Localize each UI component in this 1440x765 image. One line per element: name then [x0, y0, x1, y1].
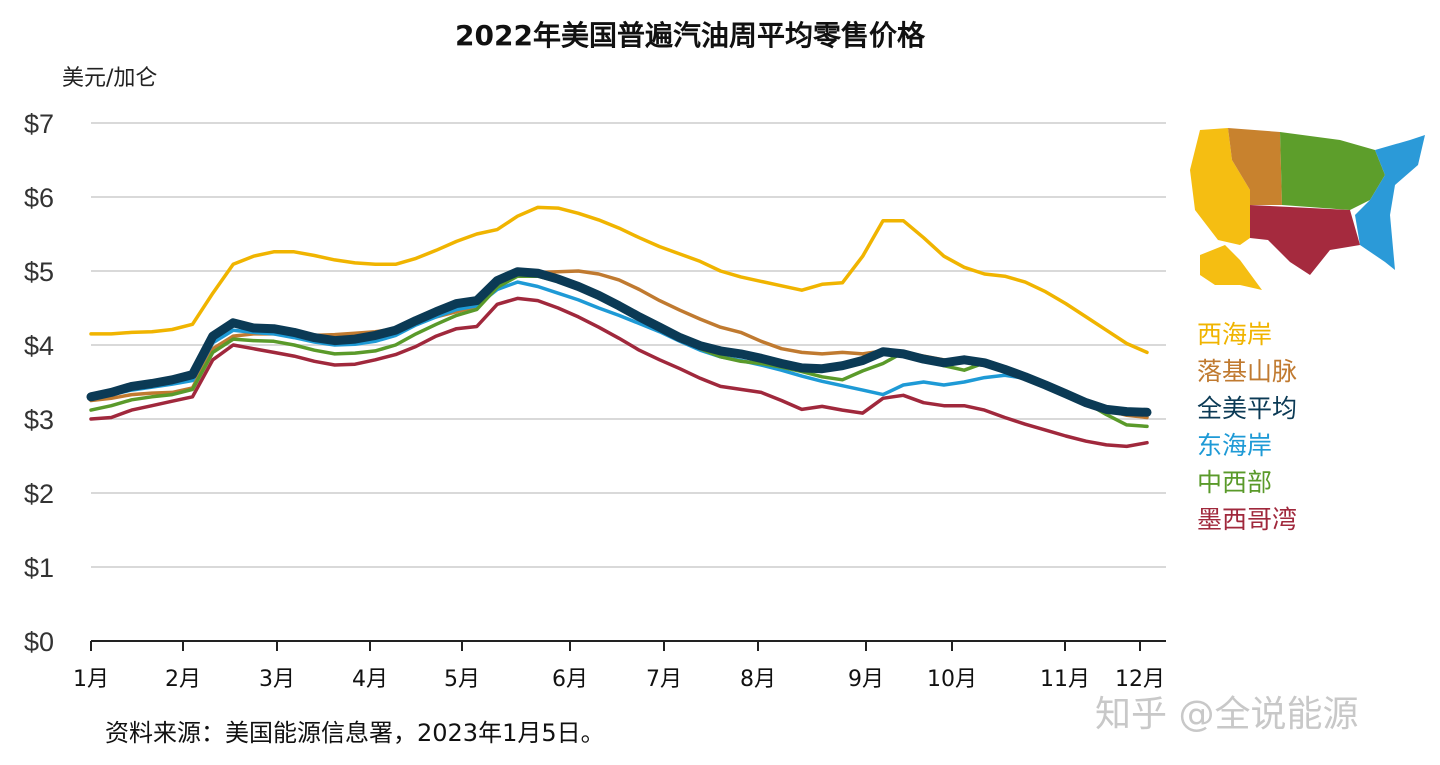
y-tick-label: $1	[24, 553, 54, 583]
y-tick-label: $2	[24, 479, 54, 509]
x-tick-label: 11月	[1040, 667, 1090, 692]
series-line	[89, 280, 1149, 415]
map-region-rocky-mountain	[1228, 128, 1282, 205]
y-tick-label: $4	[24, 331, 54, 361]
legend-item: 落基山脉	[1197, 357, 1298, 386]
map-region-midwest	[1280, 132, 1385, 210]
series-line	[89, 205, 1149, 355]
legend-item: 全美平均	[1197, 394, 1298, 423]
x-tick-label: 10月	[927, 667, 977, 692]
series-line	[89, 296, 1149, 449]
map-alaska	[1200, 245, 1262, 290]
x-tick-label: 7月	[646, 667, 682, 692]
legend-item: 墨西哥湾	[1197, 505, 1298, 534]
source-note: 资料来源：美国能源信息署，2023年1月5日。	[105, 719, 605, 747]
x-tick-label: 9月	[848, 667, 884, 692]
legend-item: 中西部	[1197, 468, 1273, 497]
x-tick-label: 12月	[1115, 667, 1165, 692]
us-region-map	[1190, 128, 1425, 290]
legend-item: 西海岸	[1197, 320, 1273, 349]
x-tick-label: 8月	[740, 667, 776, 692]
map-region-east-coast	[1355, 135, 1425, 270]
chart-title: 2022年美国普遍汽油周平均零售价格	[455, 19, 925, 52]
y-tick-label: $0	[24, 627, 54, 657]
series-line	[89, 274, 1149, 429]
x-tick-label: 3月	[259, 667, 295, 692]
y-axis-unit-label: 美元/加仑	[62, 66, 158, 91]
series-line	[86, 267, 1152, 417]
y-tick-label: $5	[24, 257, 54, 287]
x-tick-label: 1月	[73, 667, 109, 692]
x-tick-label: 5月	[444, 667, 480, 692]
y-tick-label: $3	[24, 405, 54, 435]
map-region-west-coast	[1190, 128, 1250, 245]
y-tick-label: $6	[24, 183, 54, 213]
map-region-gulf-coast	[1250, 205, 1360, 275]
y-tick-label: $7	[24, 109, 54, 139]
x-tick-label: 6月	[552, 667, 588, 692]
watermark: 知乎 @全说能源	[1095, 694, 1359, 735]
legend-item: 东海岸	[1197, 431, 1273, 460]
legend: 西海岸落基山脉全美平均东海岸中西部墨西哥湾	[1197, 316, 1297, 538]
x-tick-label: 2月	[165, 667, 201, 692]
x-tick-label: 4月	[352, 667, 388, 692]
